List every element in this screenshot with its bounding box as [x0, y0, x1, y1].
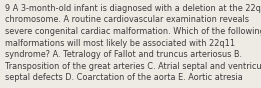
Text: syndrome? A. Tetralogy of Fallot and truncus arteriosus B.: syndrome? A. Tetralogy of Fallot and tru…	[5, 50, 242, 59]
Text: 9 A 3-month-old infant is diagnosed with a deletion at the 22q11: 9 A 3-month-old infant is diagnosed with…	[5, 4, 261, 13]
Text: septal defects D. Coarctation of the aorta E. Aortic atresia: septal defects D. Coarctation of the aor…	[5, 73, 242, 82]
Text: Transposition of the great arteries C. Atrial septal and ventricular: Transposition of the great arteries C. A…	[5, 62, 261, 71]
Text: malformations will most likely be associated with 22q11: malformations will most likely be associ…	[5, 39, 235, 48]
Text: severe congenital cardiac malformation. Which of the following: severe congenital cardiac malformation. …	[5, 27, 261, 36]
Text: chromosome. A routine cardiovascular examination reveals: chromosome. A routine cardiovascular exa…	[5, 15, 249, 24]
